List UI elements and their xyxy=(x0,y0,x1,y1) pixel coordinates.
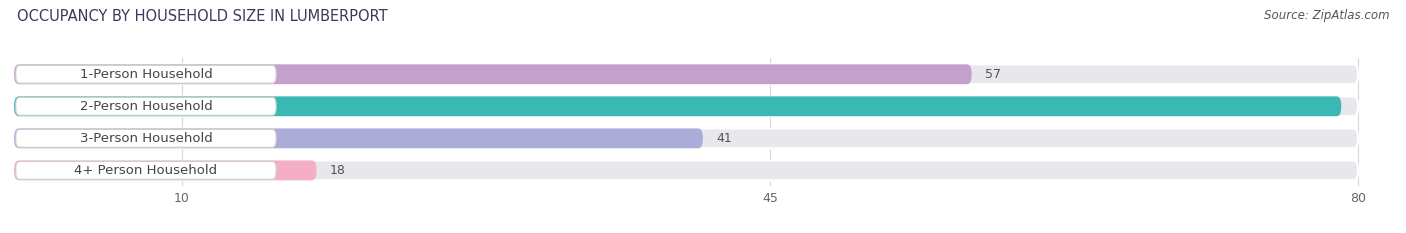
FancyBboxPatch shape xyxy=(14,96,1358,116)
Text: 1-Person Household: 1-Person Household xyxy=(80,68,212,81)
Text: 41: 41 xyxy=(716,132,733,145)
Text: Source: ZipAtlas.com: Source: ZipAtlas.com xyxy=(1264,9,1389,22)
FancyBboxPatch shape xyxy=(15,161,276,179)
Text: 79: 79 xyxy=(1354,100,1371,113)
FancyBboxPatch shape xyxy=(14,64,972,84)
Text: 18: 18 xyxy=(330,164,346,177)
FancyBboxPatch shape xyxy=(14,128,1358,148)
FancyBboxPatch shape xyxy=(14,161,316,180)
Text: 4+ Person Household: 4+ Person Household xyxy=(75,164,218,177)
Text: 3-Person Household: 3-Person Household xyxy=(80,132,212,145)
FancyBboxPatch shape xyxy=(14,128,703,148)
FancyBboxPatch shape xyxy=(15,97,276,115)
FancyBboxPatch shape xyxy=(14,96,1341,116)
Text: OCCUPANCY BY HOUSEHOLD SIZE IN LUMBERPORT: OCCUPANCY BY HOUSEHOLD SIZE IN LUMBERPOR… xyxy=(17,9,388,24)
FancyBboxPatch shape xyxy=(15,65,276,83)
FancyBboxPatch shape xyxy=(15,129,276,147)
Text: 57: 57 xyxy=(986,68,1001,81)
FancyBboxPatch shape xyxy=(14,64,1358,84)
FancyBboxPatch shape xyxy=(14,161,1358,180)
Text: 2-Person Household: 2-Person Household xyxy=(80,100,212,113)
